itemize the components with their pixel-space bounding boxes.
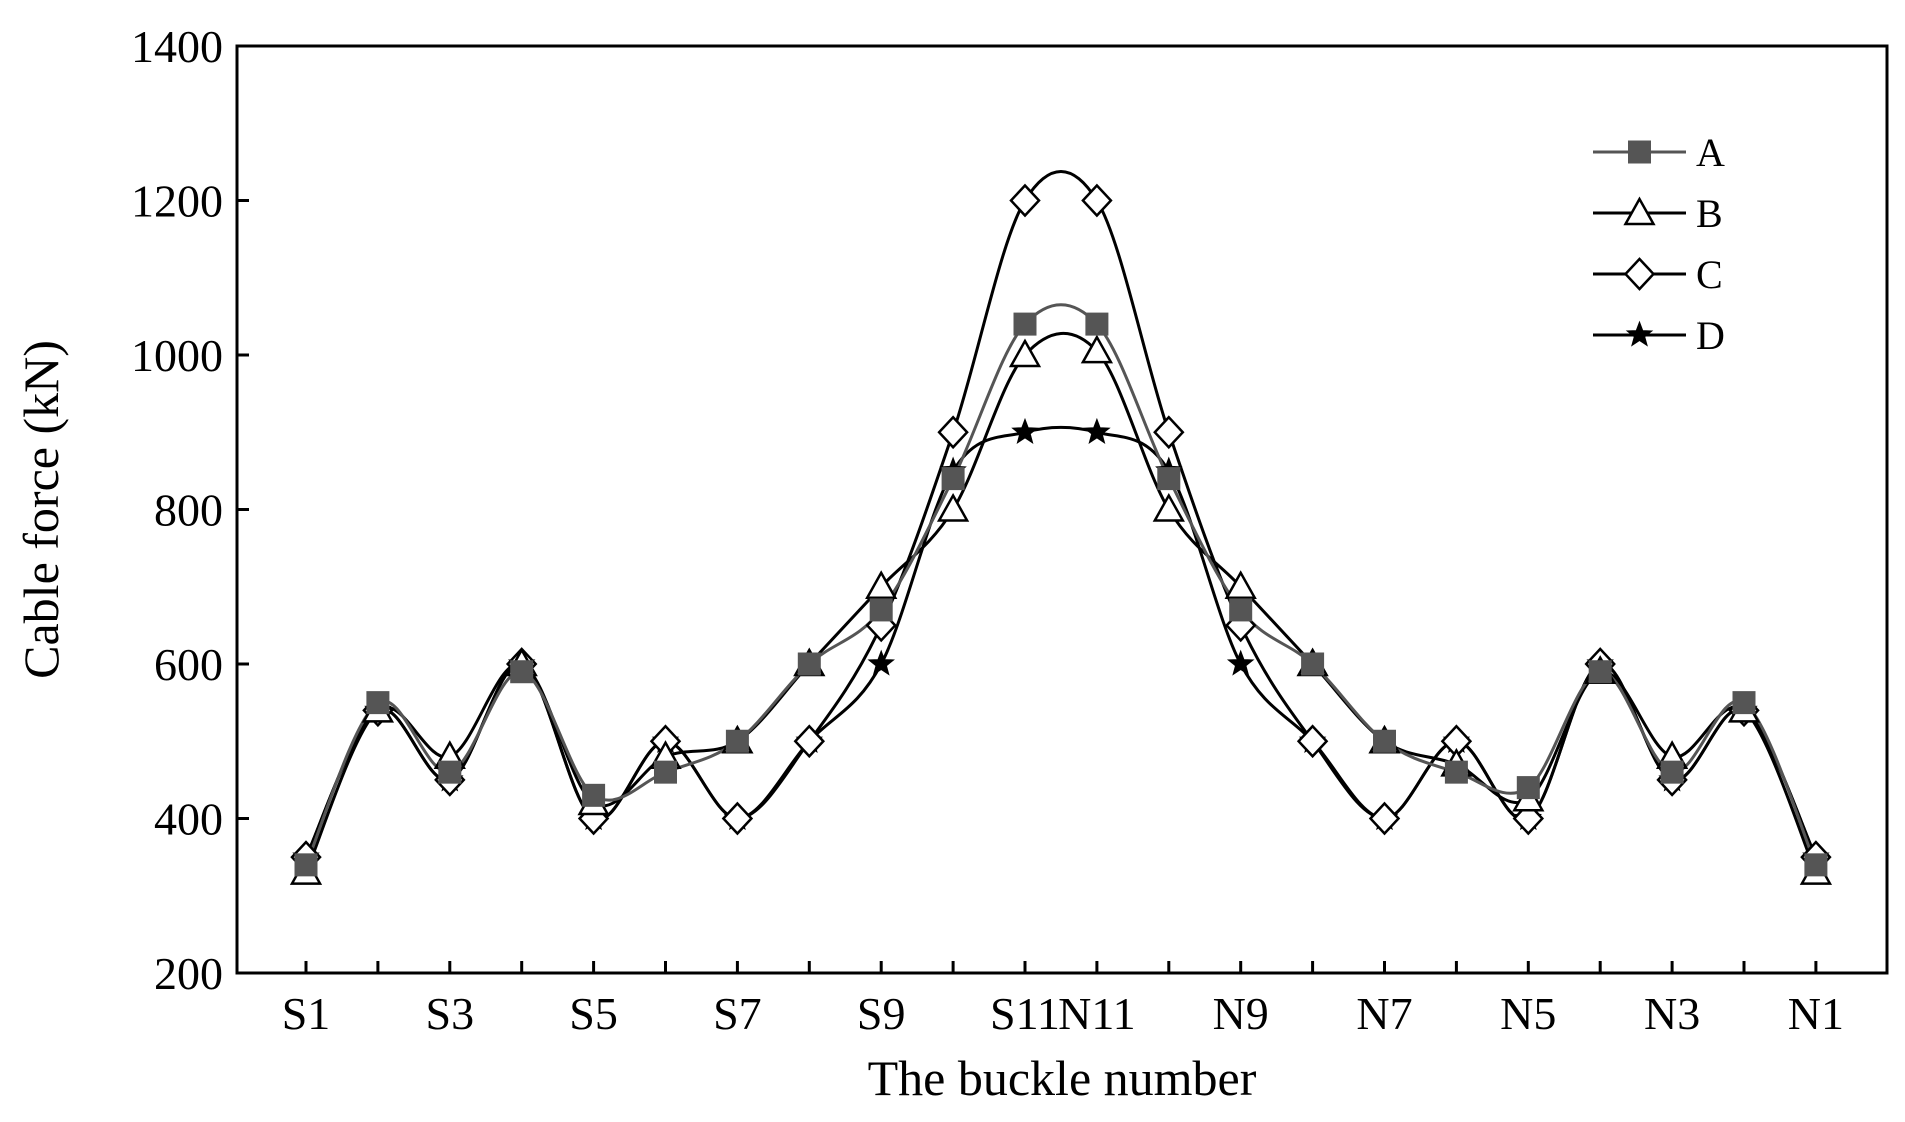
data-point-c <box>721 801 754 836</box>
legend-label: A <box>1696 130 1725 175</box>
x-axis-title: The buckle number <box>868 1050 1257 1106</box>
legend-label: B <box>1696 191 1723 236</box>
data-point-c <box>1009 183 1041 218</box>
data-point-a <box>797 652 821 676</box>
data-point-b <box>865 570 898 599</box>
data-point-b <box>936 492 970 522</box>
data-point-d <box>867 649 895 676</box>
data-point-a <box>1732 691 1756 715</box>
data-point-a <box>294 853 318 877</box>
x-tick-label: N11 <box>1058 988 1136 1039</box>
data-point-a <box>1516 776 1540 800</box>
data-point-c <box>1368 801 1401 836</box>
series-line-d <box>304 425 1818 858</box>
x-tick-label: N9 <box>1213 988 1269 1039</box>
legend-entry-c: C <box>1593 252 1723 297</box>
plot-border <box>235 44 1889 975</box>
series-markers-c <box>290 183 1832 874</box>
data-point-a <box>869 598 893 622</box>
series-markers-a <box>294 312 1828 877</box>
legend-marker <box>1625 320 1654 347</box>
data-point-c <box>1296 724 1329 759</box>
data-point-d <box>1226 649 1255 676</box>
x-tick-label: S7 <box>713 988 762 1039</box>
data-point-a <box>1804 853 1828 877</box>
data-point-a <box>1444 760 1468 784</box>
x-tick-label: N5 <box>1500 988 1556 1039</box>
data-point-a <box>366 691 390 715</box>
data-point-a <box>1373 729 1396 753</box>
x-tick-label: N3 <box>1644 988 1700 1039</box>
data-point-a <box>654 760 677 784</box>
plot-frame <box>235 44 1889 975</box>
y-tick-label: 400 <box>154 794 223 845</box>
x-tick-label: S11 <box>990 988 1060 1039</box>
legend-marker <box>1628 140 1651 164</box>
y-tick-label: 800 <box>154 485 223 536</box>
legend-marker <box>1623 196 1656 226</box>
data-point-a <box>1229 598 1253 622</box>
x-tick-label: S9 <box>857 988 906 1039</box>
y-tick-label: 1200 <box>131 176 223 227</box>
data-point-a <box>582 783 606 807</box>
data-point-a <box>438 760 462 784</box>
y-tick-label: 600 <box>154 639 223 690</box>
legend-label: D <box>1696 313 1725 358</box>
y-tick-label: 1000 <box>131 330 223 381</box>
data-point-a <box>1085 312 1109 336</box>
data-point-d <box>1083 417 1111 444</box>
data-point-b <box>1008 338 1042 368</box>
data-point-c <box>1081 183 1113 218</box>
x-tick-label: N1 <box>1788 988 1844 1039</box>
data-point-d <box>1011 417 1039 444</box>
data-point-c <box>937 415 969 450</box>
series-layer <box>289 170 1833 885</box>
series-line-a <box>304 303 1818 866</box>
x-tick-label: S5 <box>569 988 618 1039</box>
x-tick-label: S1 <box>282 988 331 1039</box>
legend-marker <box>1623 257 1656 291</box>
y-tick-label: 1400 <box>131 21 223 72</box>
data-point-b <box>1224 570 1257 599</box>
y-axis: 200 400 600 800 1000 1200 1400 <box>131 21 249 999</box>
legend-label: C <box>1696 252 1723 297</box>
x-tick-label: N7 <box>1356 988 1412 1039</box>
data-point-a <box>510 660 534 684</box>
legend-entry-b: B <box>1593 191 1723 236</box>
series-line-c <box>304 170 1818 858</box>
data-point-a <box>1301 652 1325 676</box>
data-point-a <box>1588 660 1612 684</box>
series-d <box>304 425 1818 858</box>
legend-entry-a: A <box>1593 130 1725 175</box>
data-point-c <box>1153 415 1185 450</box>
x-tick-label: S3 <box>426 988 475 1039</box>
series-c <box>304 170 1818 858</box>
data-point-a <box>1157 467 1181 491</box>
data-point-a <box>1660 760 1684 784</box>
data-point-a <box>941 467 965 491</box>
legend-entry-d: D <box>1593 313 1725 358</box>
data-point-b <box>1080 334 1114 364</box>
series-markers-b <box>289 334 1833 885</box>
series-line-b <box>304 332 1818 874</box>
data-point-c <box>793 724 826 759</box>
data-point-b <box>1152 492 1185 522</box>
series-b <box>304 332 1818 874</box>
series-markers-d <box>292 417 1830 869</box>
y-tick-label: 200 <box>154 948 223 999</box>
data-point-a <box>725 729 749 753</box>
data-point-a <box>1013 312 1037 336</box>
series-a <box>304 303 1818 866</box>
y-axis-title: Cable force (kN) <box>13 340 69 679</box>
